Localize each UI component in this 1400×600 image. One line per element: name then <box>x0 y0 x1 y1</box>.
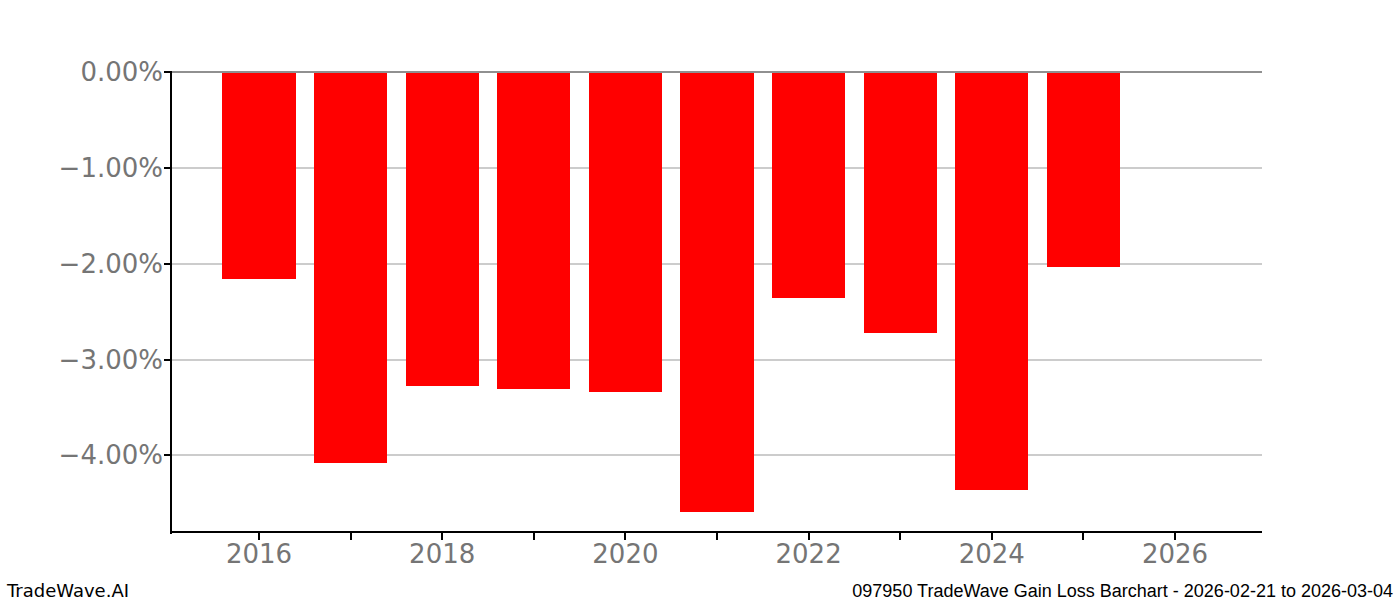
x-axis-tick-label: 2026 <box>1115 539 1235 569</box>
bottom-spine <box>170 531 1262 533</box>
bar-2024 <box>955 72 1028 490</box>
x-axis-tick-label: 2022 <box>749 539 869 569</box>
x-axis-tick-label: 2016 <box>199 539 319 569</box>
bar-2018 <box>406 72 479 386</box>
brand-watermark: TradeWave.AI <box>7 580 129 600</box>
chart-title-caption: 097950 TradeWave Gain Loss Barchart - 20… <box>852 580 1393 600</box>
plot-area: 0.00% −1.00% −2.00% −3.00% −4.00% 2016 2018 202… <box>0 0 1400 600</box>
x-tick-mark <box>533 533 535 540</box>
bar-2025 <box>1047 72 1120 267</box>
bar-2016 <box>222 72 295 279</box>
bar-2017 <box>314 72 387 463</box>
left-spine <box>170 72 172 534</box>
bar-2021 <box>680 72 753 512</box>
x-axis-tick-label: 2024 <box>932 539 1052 569</box>
bar-2020 <box>589 72 662 392</box>
gain-loss-barchart: 0.00% −1.00% −2.00% −3.00% −4.00% 2016 2018 202… <box>0 0 1400 600</box>
y-axis-tick-label: −2.00% <box>33 249 163 279</box>
zero-baseline <box>172 71 1262 73</box>
x-tick-mark <box>350 533 352 540</box>
y-axis-tick-label: −1.00% <box>33 153 163 183</box>
x-tick-mark <box>716 533 718 540</box>
y-axis-tick-label: −3.00% <box>33 345 163 375</box>
y-axis-tick-label: 0.00% <box>33 57 163 87</box>
y-axis-tick-label: −4.00% <box>33 440 163 470</box>
x-tick-mark <box>1082 533 1084 540</box>
bar-2019 <box>497 72 570 389</box>
bar-2023 <box>864 72 937 333</box>
x-axis-tick-label: 2020 <box>565 539 685 569</box>
x-tick-mark <box>899 533 901 540</box>
bar-2022 <box>772 72 845 298</box>
x-axis-tick-label: 2018 <box>382 539 502 569</box>
